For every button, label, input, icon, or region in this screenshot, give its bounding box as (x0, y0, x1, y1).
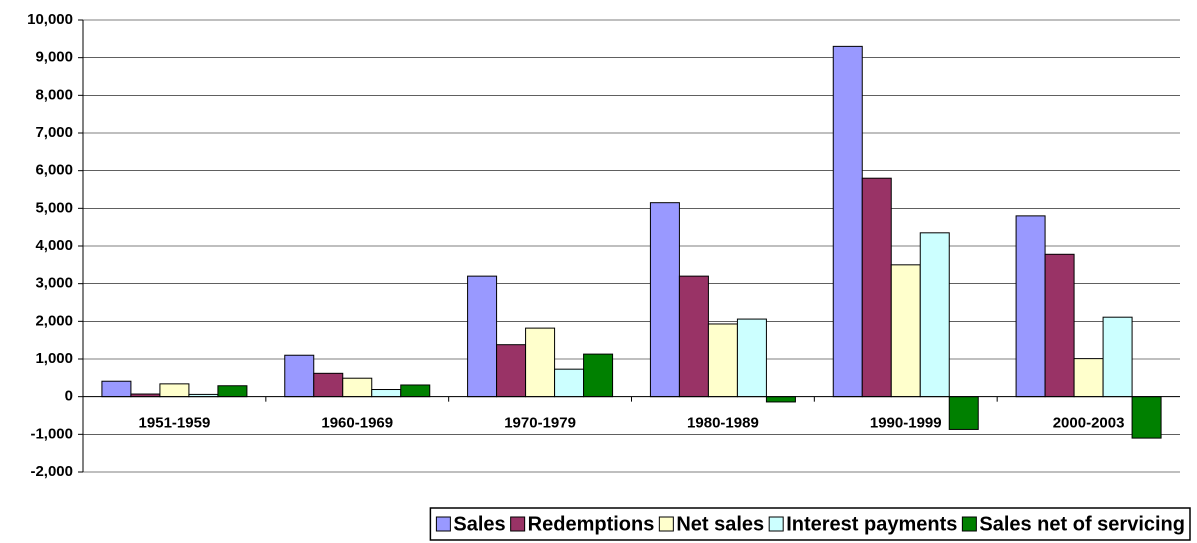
bar (554, 368, 585, 398)
x-tick-label: 1960-1969 (321, 415, 393, 432)
legend-swatch (435, 516, 451, 532)
bar (736, 318, 767, 398)
y-tick-label: -2,000 (30, 463, 73, 480)
y-tick-label: 3,000 (35, 275, 73, 292)
bar (1131, 396, 1162, 439)
bar (371, 389, 402, 398)
bar (1015, 215, 1046, 398)
bar (678, 275, 709, 398)
y-tick-label: 0 (65, 388, 73, 405)
x-tick-label: 1990-1999 (870, 415, 942, 432)
y-tick-label: 10,000 (27, 11, 73, 28)
bar (525, 327, 556, 398)
bar (313, 372, 344, 398)
bar (948, 396, 979, 430)
y-tick-label: 4,000 (35, 237, 73, 254)
legend-label: Sales (453, 513, 505, 535)
bar (707, 323, 738, 398)
bar (217, 385, 248, 398)
bar (400, 384, 431, 398)
legend-box (429, 507, 1191, 541)
bar (284, 354, 315, 398)
bar (765, 396, 796, 403)
legend-swatch (961, 516, 977, 532)
bar (1073, 358, 1104, 398)
legend-swatch (658, 516, 674, 532)
bar (890, 264, 921, 398)
bar (649, 202, 680, 398)
x-tick-label: 1970-1979 (504, 415, 576, 432)
bar (342, 377, 373, 398)
x-tick-label: 2000-2003 (1053, 415, 1125, 432)
y-tick-label: 6,000 (35, 162, 73, 179)
y-tick-label: 7,000 (35, 124, 73, 141)
y-tick-label: 1,000 (35, 350, 73, 367)
y-tick-label: -1,000 (30, 425, 73, 442)
x-tick-label: 1980-1989 (687, 415, 759, 432)
y-tick-label: 5,000 (35, 199, 73, 216)
y-tick-label: 2,000 (35, 312, 73, 329)
bar (1044, 253, 1075, 398)
legend-swatch (510, 516, 526, 532)
legend-label: Sales net of servicing (979, 513, 1185, 535)
y-tick-label: 8,000 (35, 86, 73, 103)
legend-swatch (768, 516, 784, 532)
x-tick-label: 1951-1959 (139, 415, 211, 432)
bar (467, 275, 498, 398)
bar (1102, 316, 1133, 398)
bar (583, 353, 614, 398)
bar (159, 383, 190, 398)
bar (919, 232, 950, 398)
bar (832, 45, 863, 398)
legend-label: Redemptions (528, 513, 655, 535)
legend-label: Net sales (676, 513, 764, 535)
legend-label: Interest payments (786, 513, 957, 535)
bar (101, 380, 132, 398)
bar (496, 344, 527, 398)
bar (861, 177, 892, 398)
y-tick-label: 9,000 (35, 49, 73, 66)
